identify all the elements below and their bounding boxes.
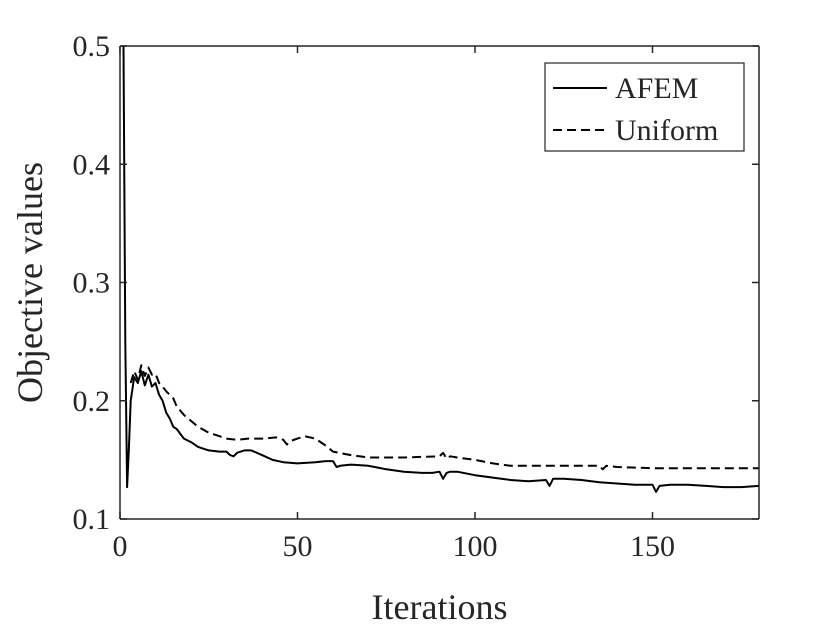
x-tick-label: 150 [630,530,675,563]
x-axis-label: Iterations [372,587,508,627]
x-axis: 0 50 100 150 [113,46,675,563]
legend: AFEM Uniform [544,62,745,152]
series-line-afem [122,46,759,493]
y-tick-label: 0.1 [73,503,111,536]
y-tick-label: 0.4 [73,148,111,181]
y-tick-label: 0.5 [73,30,111,63]
x-tick-label: 50 [283,530,313,563]
y-tick-label: 0.3 [73,267,111,300]
y-axis: 0.1 0.2 0.3 0.4 0.5 [73,30,759,536]
legend-label-afem: AFEM [615,72,698,105]
y-axis-label: Objective values [10,162,50,403]
legend-box [544,62,745,152]
x-tick-label: 100 [453,530,498,563]
x-tick-label: 0 [113,530,128,563]
plot-area [122,46,759,493]
legend-label-uniform: Uniform [615,114,718,147]
series-line-uniform [129,364,759,471]
y-tick-label: 0.2 [73,385,111,418]
